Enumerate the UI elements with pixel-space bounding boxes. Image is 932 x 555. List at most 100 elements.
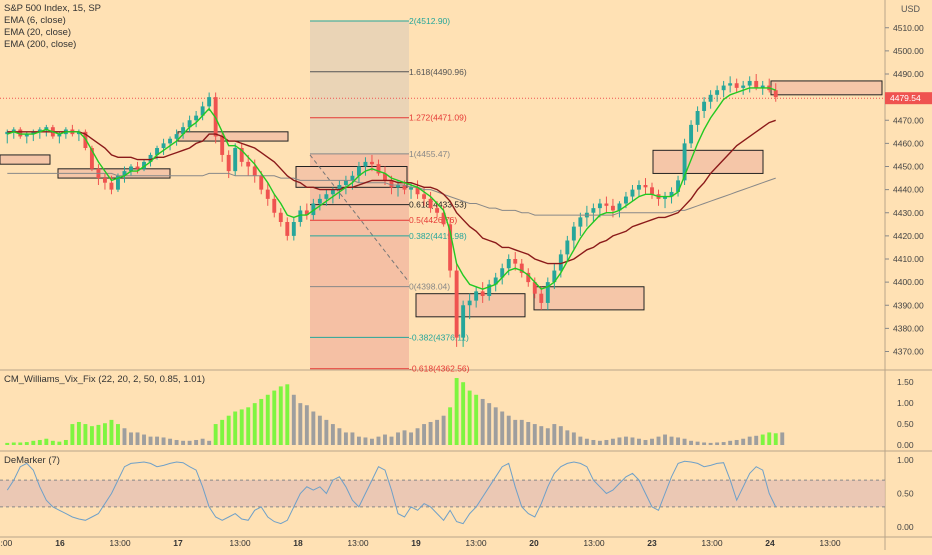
candle-body — [109, 182, 114, 190]
candle-body — [409, 187, 413, 190]
vix-bar — [396, 432, 400, 445]
vix-bar — [356, 436, 361, 445]
candle-body — [57, 134, 62, 137]
candle-body — [129, 166, 133, 172]
candle-body — [233, 148, 238, 172]
vix-bar — [343, 432, 348, 445]
demarker-tick-label: 1.00 — [897, 455, 914, 465]
candle-body — [643, 185, 648, 188]
time-tick-label: 24 — [765, 538, 775, 548]
candle-body — [506, 259, 511, 269]
legend: S&P 500 Index, 15, SP EMA (6, close) EMA… — [4, 3, 101, 51]
candle-body — [37, 129, 42, 132]
vix-bar — [122, 428, 127, 445]
vix-bar — [487, 403, 492, 445]
candle-body — [239, 148, 244, 162]
fib-level-label: 1.618(4490.96) — [409, 67, 467, 77]
vix-bar — [715, 442, 720, 445]
vix-legend: CM_Williams_Vix_Fix (22, 20, 2, 50, 0.85… — [4, 374, 205, 386]
vix-layer — [5, 378, 785, 445]
candle-body — [415, 187, 420, 195]
currency-label[interactable]: USD — [900, 4, 920, 14]
vix-bar — [83, 424, 88, 445]
vix-bar — [708, 442, 713, 445]
candle-body — [617, 203, 622, 211]
vix-bar — [311, 411, 316, 445]
vix-bar — [422, 424, 427, 445]
candle-body — [715, 90, 720, 95]
candle-body — [610, 205, 615, 211]
vix-bar — [37, 439, 42, 445]
vix-bar — [233, 411, 238, 445]
price-tick-label: 4420.00 — [893, 231, 924, 241]
candle-body — [650, 187, 654, 195]
candle-body — [474, 291, 479, 301]
vix-bar — [265, 394, 270, 445]
time-tick-label: 19 — [411, 538, 421, 548]
candle-body — [467, 300, 472, 306]
candle-body — [500, 268, 505, 278]
price-tick-label: 4470.00 — [893, 115, 924, 125]
candle-body — [565, 240, 570, 255]
fib-level-label: 2(4512.90) — [409, 16, 450, 26]
candle-body — [89, 148, 94, 169]
candle-body — [265, 189, 270, 199]
candle-body — [689, 124, 694, 144]
demarker-tick-label: 0.00 — [897, 522, 914, 532]
vix-label: CM_Williams_Vix_Fix (22, 20, 2, 50, 0.85… — [4, 374, 205, 385]
candle-body — [741, 85, 746, 88]
candle-body — [304, 210, 309, 216]
vix-bar — [148, 436, 153, 445]
fib-level-label: 0.382(4419.98) — [409, 231, 467, 241]
candle-body — [31, 131, 36, 135]
zone-box — [652, 149, 764, 174]
candle-body — [597, 203, 602, 209]
candle-body — [519, 263, 524, 273]
vix-bar — [610, 438, 615, 445]
candle-body — [161, 143, 166, 148]
vix-bar — [591, 439, 596, 445]
candle-body — [402, 185, 407, 190]
candle-body — [721, 85, 726, 91]
vix-bar — [168, 438, 173, 445]
time-tick-label: 13:00 — [819, 538, 841, 548]
candle-body — [102, 178, 107, 183]
candle-body — [734, 83, 739, 88]
time-tick-label: 20 — [529, 538, 539, 548]
price-tick-label: 4390.00 — [893, 300, 924, 310]
vix-bar — [135, 432, 140, 445]
fib-level-label: -0.382(4376.11) — [409, 332, 469, 342]
candle-body — [142, 161, 146, 169]
vix-bar — [57, 441, 62, 445]
vix-bar — [604, 439, 609, 445]
candle-body — [18, 129, 23, 137]
vix-bar — [109, 419, 114, 445]
time-tick-label: 17 — [173, 538, 183, 548]
vix-bar — [337, 428, 342, 445]
candle-body — [259, 175, 264, 190]
candle-body — [663, 196, 667, 199]
vix-bar — [246, 407, 251, 445]
candle-body — [754, 80, 759, 88]
candle-body — [324, 194, 329, 199]
vix-bar — [624, 436, 628, 445]
candle-body — [448, 224, 453, 271]
time-tick-label: 13:00 — [701, 538, 723, 548]
vix-bar — [552, 424, 557, 445]
candle-body — [441, 212, 446, 225]
vix-bar — [448, 407, 453, 445]
vix-bar — [695, 441, 700, 445]
candle-body — [252, 166, 257, 176]
fib-trend-line — [309, 154, 410, 283]
vix-tick-label: 0.50 — [897, 419, 914, 429]
ema200-label: EMA (200, close) — [4, 39, 77, 50]
candle-body — [187, 120, 192, 128]
vix-bar — [272, 390, 277, 445]
zone-box — [0, 154, 51, 165]
time-tick-label: 13:00 — [229, 538, 251, 548]
candle-body — [148, 154, 153, 162]
vix-bar — [409, 432, 413, 445]
vix-bar — [187, 440, 192, 445]
